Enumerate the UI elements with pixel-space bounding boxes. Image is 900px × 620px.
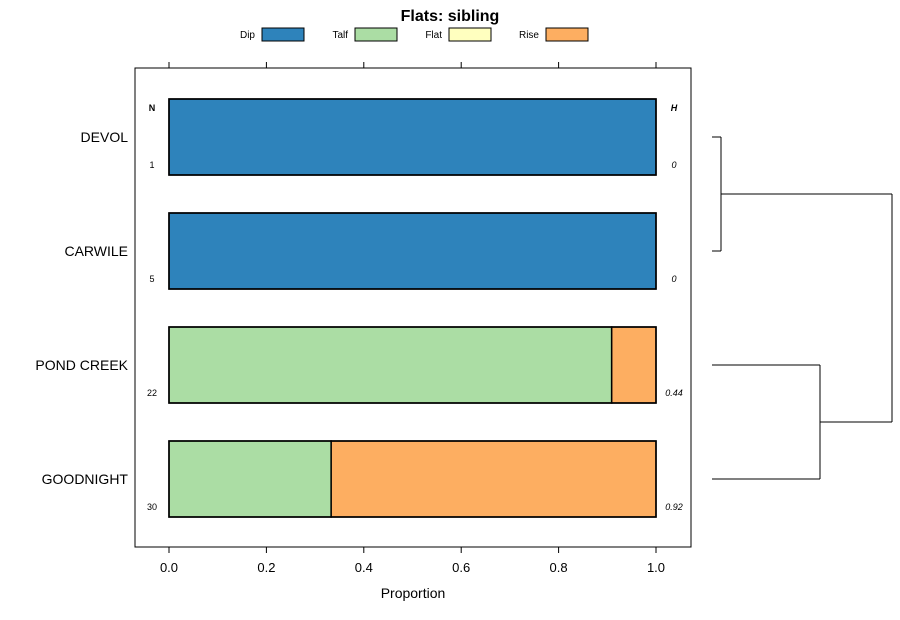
legend-swatch-dip — [261, 27, 305, 42]
legend-label-rise: Rise — [519, 30, 539, 41]
bar-pond-creek-rise — [610, 326, 657, 404]
legend-swatch-rise — [545, 27, 589, 42]
category-label-goodnight: GOODNIGHT — [42, 471, 129, 487]
bar-outline — [168, 98, 657, 176]
legend-swatch-flat — [448, 27, 492, 42]
bar-goodnight-talf — [168, 440, 332, 518]
bar-outline — [168, 326, 657, 404]
h-header: H — [671, 103, 678, 113]
h-value: 0 — [671, 160, 676, 170]
category-label-carwile: CARWILE — [64, 243, 128, 259]
n-header: N — [149, 103, 156, 113]
h-value: 0 — [671, 274, 676, 284]
bar-devol-dip — [168, 98, 657, 176]
bar-outline — [168, 440, 657, 518]
bar-pond-creek-talf — [168, 326, 613, 404]
n-value: 30 — [147, 502, 157, 512]
x-axis: 0.0 0.2 0.4 0.6 0.8 1.0 — [160, 62, 665, 575]
x-tick-label: 0.6 — [452, 560, 470, 575]
category-labels: DEVOL CARWILE POND CREEK GOODNIGHT — [35, 129, 128, 487]
x-tick-label: 0.4 — [355, 560, 373, 575]
dendrogram — [712, 136, 893, 480]
category-label-devol: DEVOL — [81, 129, 129, 145]
bar-outline — [168, 212, 657, 290]
x-axis-title: Proportion — [381, 585, 446, 601]
legend-label-flat: Flat — [425, 30, 442, 41]
x-tick-label: 1.0 — [647, 560, 665, 575]
n-value: 5 — [149, 274, 154, 284]
n-value: 1 — [149, 160, 154, 170]
legend-swatch-talf — [354, 27, 398, 42]
chart-title: Flats: sibling — [401, 8, 500, 25]
x-tick-label: 0.0 — [160, 560, 178, 575]
legend-label-talf: Talf — [332, 30, 348, 41]
h-value: 0.92 — [665, 502, 683, 512]
n-value: 22 — [147, 388, 157, 398]
legend: Dip Talf Flat Rise — [240, 27, 589, 42]
h-value: 0.44 — [665, 388, 683, 398]
legend-label-dip: Dip — [240, 30, 255, 41]
category-label-pond-creek: POND CREEK — [35, 357, 128, 373]
bar-carwile-dip — [168, 212, 657, 290]
x-tick-label: 0.2 — [257, 560, 275, 575]
bars — [168, 98, 657, 518]
bar-goodnight-rise — [330, 440, 657, 518]
plot-panel — [134, 67, 692, 548]
x-tick-label: 0.8 — [550, 560, 568, 575]
